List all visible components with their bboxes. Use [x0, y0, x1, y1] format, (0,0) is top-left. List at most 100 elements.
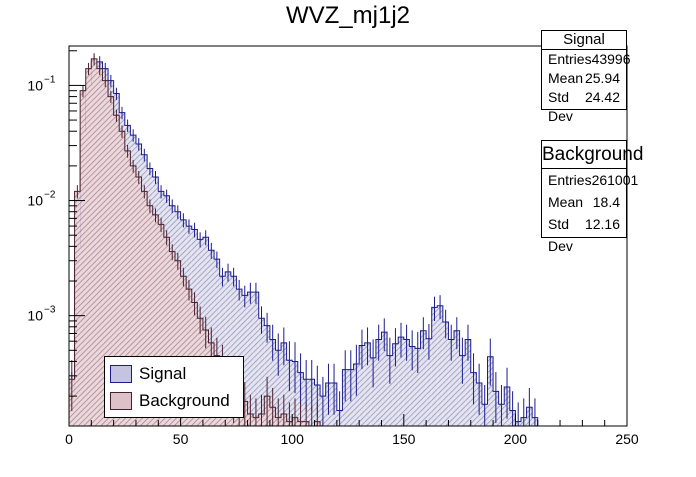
y-tick-label: 10 — [27, 308, 43, 324]
histogram-bar — [292, 361, 298, 426]
histogram-bar — [102, 80, 109, 426]
histogram-bar — [414, 348, 421, 426]
histogram-bar — [158, 224, 164, 426]
histogram-bar — [431, 307, 438, 426]
histogram-bar — [74, 191, 81, 426]
histogram-bar — [375, 339, 382, 426]
histogram-bar — [85, 68, 92, 427]
histogram-bar — [258, 318, 265, 426]
series-outline — [68, 61, 539, 426]
histogram-bar — [175, 260, 181, 426]
histogram-bar — [437, 305, 443, 426]
x-tick-label: 200 — [504, 431, 528, 447]
legend-item-signal: Signal — [105, 361, 186, 387]
histogram-bar — [108, 96, 114, 427]
histogram-bar — [420, 330, 427, 426]
histogram-bar — [442, 322, 449, 426]
histogram-bar — [392, 343, 399, 426]
histogram-bar — [426, 338, 432, 426]
x-tick-label: 50 — [173, 431, 189, 447]
histogram-bar — [459, 355, 466, 426]
background-stats-box: Background Entries 261001 Mean 18.4 Std … — [541, 140, 643, 254]
histogram-bar — [113, 115, 120, 426]
histogram-bar — [141, 191, 148, 426]
stat-value: 43996 — [591, 51, 631, 67]
stat-label: Mean — [548, 70, 584, 86]
histogram-bar — [124, 150, 131, 426]
histogram-bar — [247, 292, 254, 426]
histogram-bar — [119, 131, 125, 426]
histogram-bar — [275, 350, 282, 426]
histogram-bar — [180, 276, 187, 426]
background-stats-title: Background — [542, 141, 643, 169]
histogram-bar — [359, 345, 365, 426]
histogram-bar — [152, 214, 159, 426]
signal-stats-row-entries: Entries 43996 — [542, 50, 631, 69]
y-tick-label: 10 — [27, 193, 43, 209]
signal-stats-box: Signal Entries 43996 Mean 25.94 Std Dev … — [541, 30, 631, 124]
histogram-bar — [281, 342, 287, 426]
x-tick-label: 150 — [392, 431, 416, 447]
histogram-bar — [135, 177, 142, 426]
histogram-bar — [487, 356, 494, 426]
histogram-bar — [80, 90, 86, 427]
stat-label: Entries — [548, 172, 592, 188]
y-tick-exponent: −1 — [44, 74, 56, 85]
histogram-bar — [448, 339, 455, 426]
plot-frame — [68, 45, 628, 427]
histogram-bar — [269, 339, 276, 426]
histogram-bar — [241, 295, 248, 426]
x-tick-label: 250 — [615, 431, 639, 447]
stat-label: Std Dev — [548, 216, 573, 254]
histogram-bar — [370, 357, 376, 426]
legend-swatch-signal — [110, 365, 132, 383]
histogram-bar — [398, 337, 404, 426]
series-outline — [68, 58, 321, 427]
legend: Signal Background — [104, 356, 244, 418]
legend-swatch-background — [110, 392, 132, 410]
y-tick-exponent: −2 — [44, 190, 56, 201]
histogram-bar — [147, 205, 153, 426]
histogram-bar — [403, 339, 410, 426]
histogram-bar — [465, 339, 471, 426]
histogram-bar — [264, 325, 270, 426]
stat-value: 12.16 — [584, 216, 620, 232]
histogram-bar — [454, 330, 460, 426]
signal-stats-row-mean: Mean 25.94 — [542, 69, 626, 88]
stat-value: 18.4 — [592, 194, 620, 210]
histogram-bar — [169, 251, 176, 426]
stat-value: 24.42 — [584, 89, 620, 105]
background-stats-row-mean: Mean 18.4 — [542, 191, 626, 213]
background-stats-row-entries: Entries 261001 — [542, 169, 638, 191]
x-tick-label: 100 — [281, 431, 305, 447]
histogram-bar — [230, 276, 237, 426]
histogram-bar — [364, 342, 371, 426]
legend-label-signal: Signal — [139, 364, 187, 383]
histogram-bar — [130, 165, 136, 426]
histogram-bar — [286, 360, 293, 426]
histogram-bar — [253, 292, 259, 426]
x-tick-label: 0 — [65, 431, 73, 447]
histogram-bar — [387, 355, 393, 426]
chart-title: WVZ_mj1j2 — [285, 2, 411, 29]
histogram-bar — [381, 332, 388, 426]
legend-label-background: Background — [139, 391, 230, 410]
stat-label: Mean — [548, 194, 584, 210]
y-tick-label: 10 — [27, 77, 43, 93]
histogram-bar — [91, 58, 97, 426]
histogram-bar — [225, 271, 231, 426]
background-stats-row-stddev: Std Dev 12.16 — [542, 213, 626, 254]
y-tick-exponent: −3 — [44, 305, 56, 316]
legend-item-background: Background — [105, 388, 230, 414]
histogram-bar — [409, 346, 415, 426]
signal-stats-title: Signal — [542, 31, 626, 50]
histogram-bar — [96, 68, 103, 427]
signal-stats-row-stddev: Std Dev 24.42 — [542, 88, 626, 124]
stat-label: Entries — [548, 51, 592, 67]
histogram-bar — [163, 237, 170, 426]
stat-value: 25.94 — [584, 70, 620, 86]
stat-label: Std Dev — [548, 89, 573, 124]
stat-value: 261001 — [591, 172, 639, 188]
